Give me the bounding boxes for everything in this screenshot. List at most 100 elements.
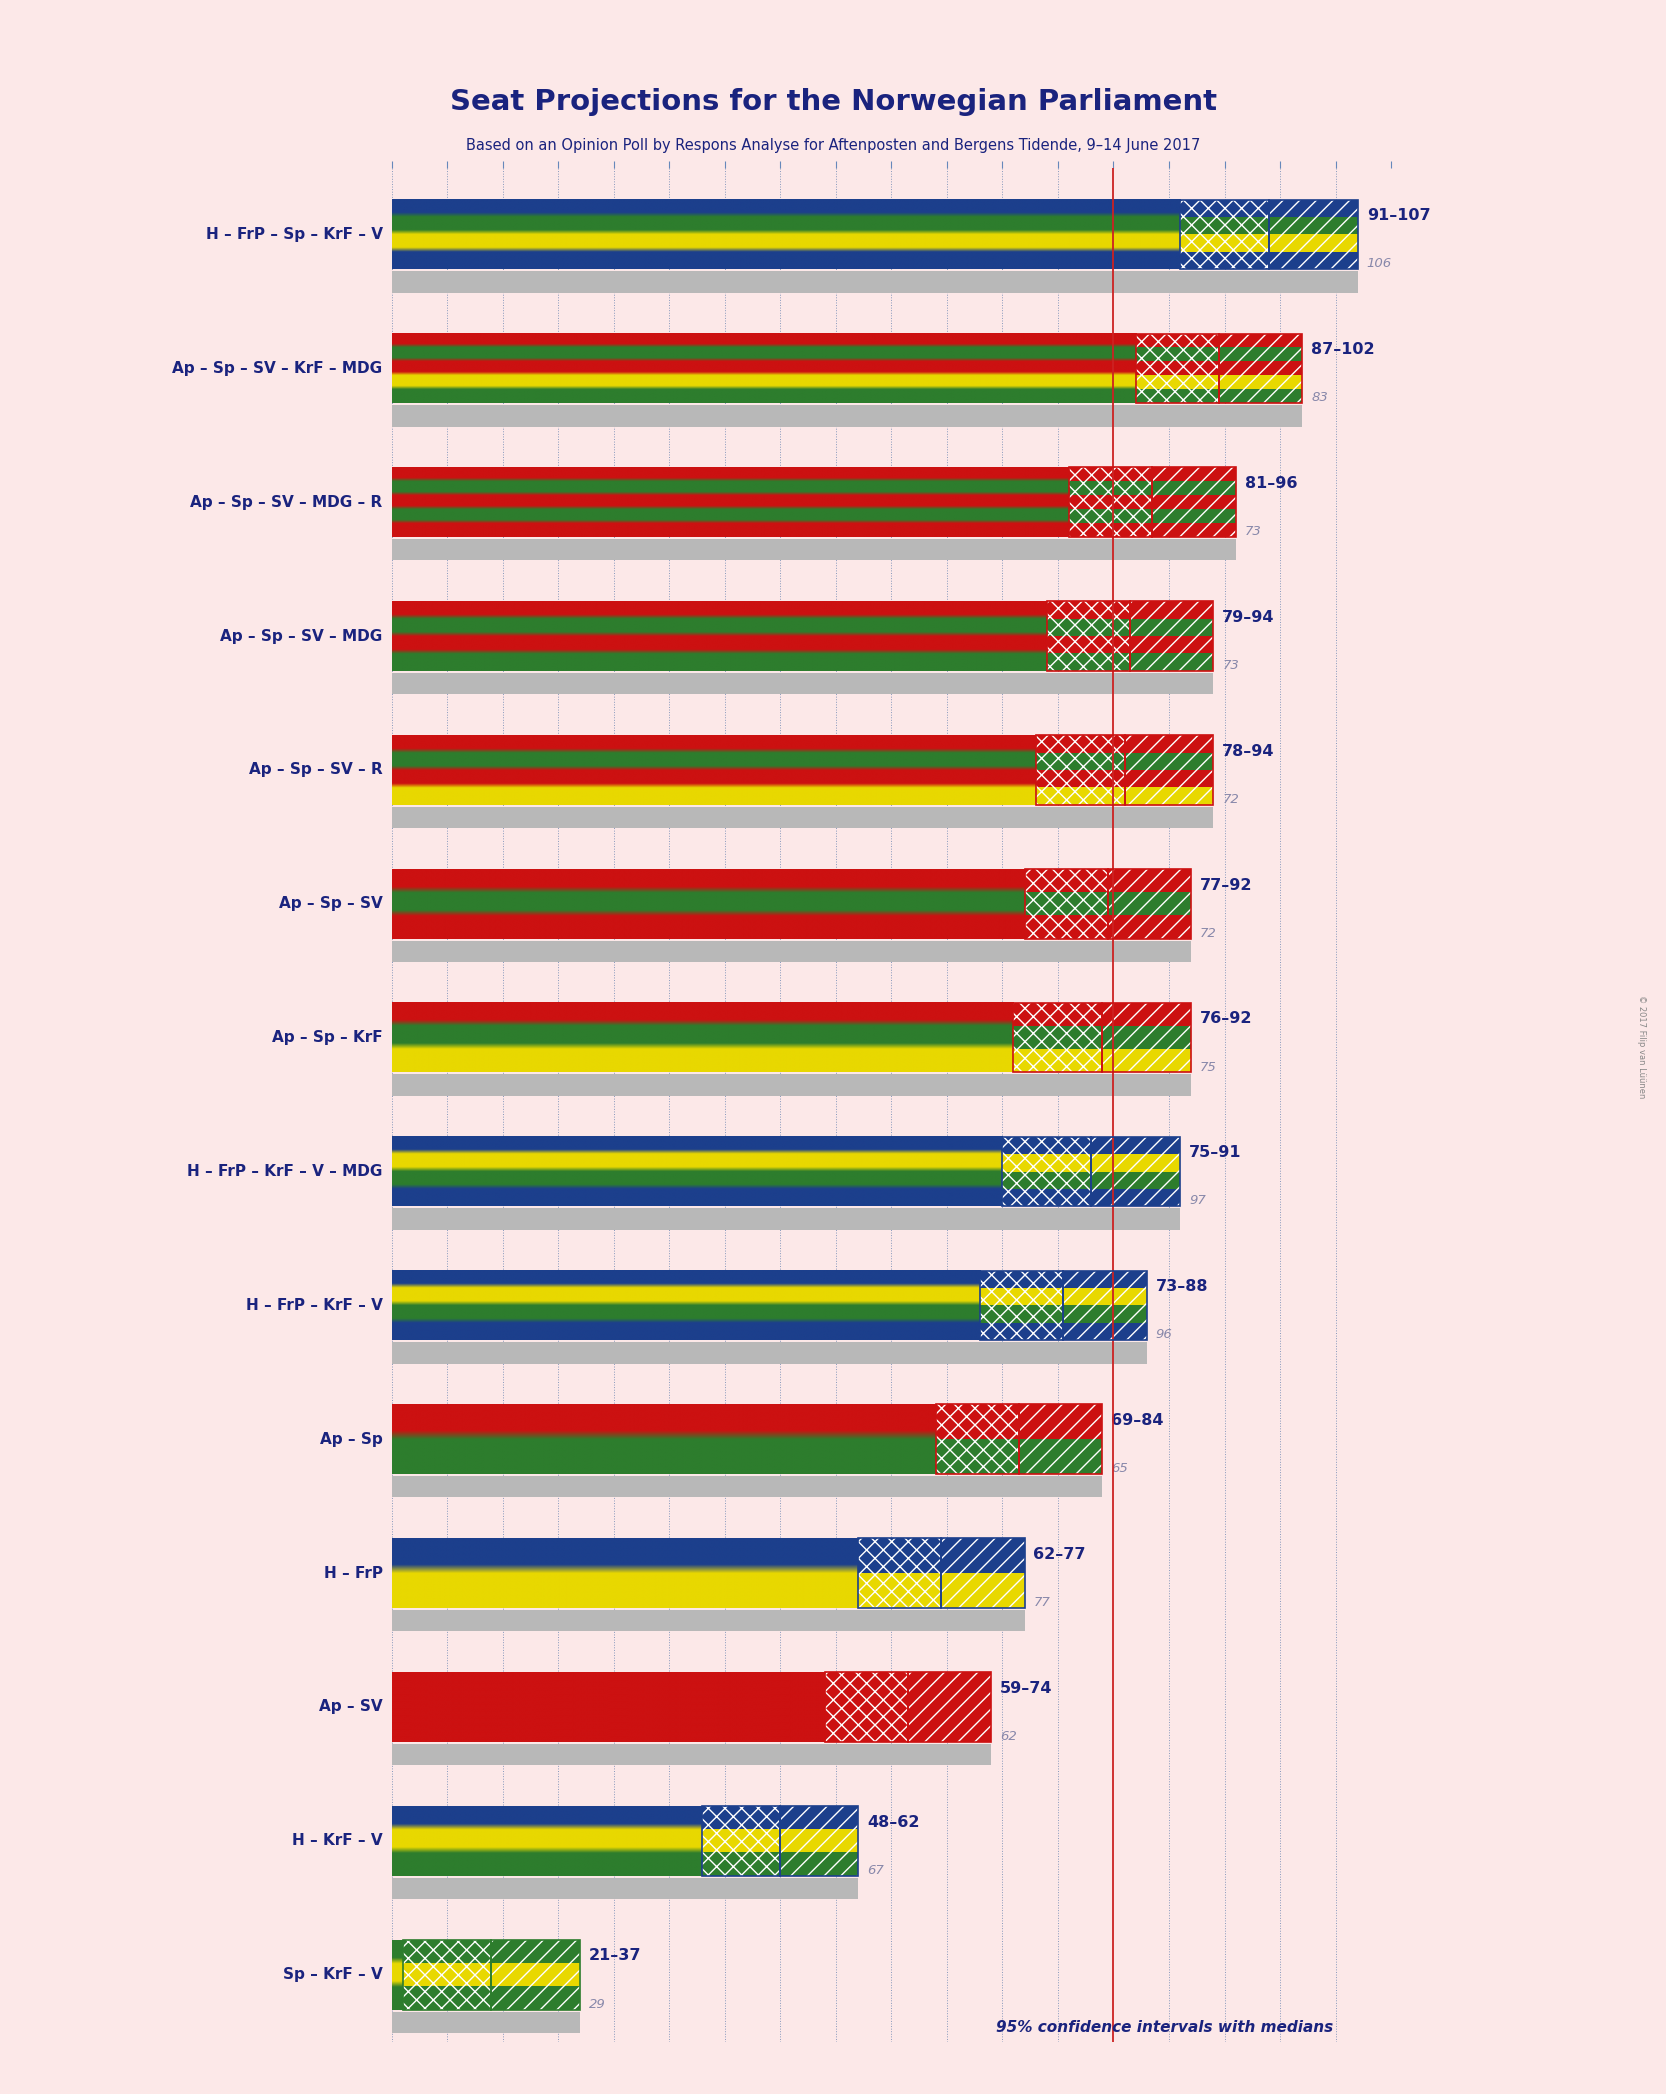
Bar — [1125, 787, 1213, 804]
Bar — [1220, 375, 1303, 389]
Bar — [1153, 467, 1236, 536]
Bar — [1269, 199, 1358, 270]
Bar — [1046, 637, 1130, 653]
Text: 72: 72 — [1200, 928, 1216, 940]
Bar — [1136, 333, 1220, 348]
Bar — [1136, 362, 1220, 375]
Bar — [980, 1271, 1063, 1340]
Bar — [491, 1987, 580, 2010]
Bar — [1136, 375, 1220, 389]
Bar — [1025, 892, 1108, 915]
Bar — [780, 1805, 858, 1876]
Bar — [1070, 494, 1153, 509]
Text: 75–91: 75–91 — [1190, 1145, 1241, 1160]
Bar — [1180, 199, 1269, 218]
Text: Ap – Sp – SV – KrF – MDG: Ap – Sp – SV – KrF – MDG — [173, 360, 383, 375]
Bar — [1153, 509, 1236, 524]
Text: Based on an Opinion Poll by Respons Analyse for Aftenposten and Bergens Tidende,: Based on an Opinion Poll by Respons Anal… — [466, 138, 1200, 153]
Bar — [491, 1939, 580, 2010]
Text: 79–94: 79–94 — [1223, 609, 1274, 624]
Bar — [1003, 1154, 1091, 1171]
Bar — [392, 1476, 1103, 1497]
Bar — [1091, 1154, 1180, 1171]
Text: 67: 67 — [866, 1864, 883, 1876]
Bar — [1003, 1137, 1091, 1154]
Bar — [1136, 348, 1220, 362]
Bar — [1220, 333, 1303, 348]
Bar — [1025, 915, 1108, 938]
Text: Ap – Sp: Ap – Sp — [320, 1432, 383, 1447]
Bar — [1103, 1003, 1191, 1072]
Bar — [703, 1830, 780, 1853]
Bar — [941, 1539, 1025, 1608]
Bar — [1136, 333, 1220, 404]
Bar — [980, 1271, 1063, 1288]
Text: 83: 83 — [1311, 392, 1328, 404]
Bar — [1070, 509, 1153, 524]
Bar — [1130, 653, 1213, 670]
Text: 21–37: 21–37 — [590, 1950, 641, 1964]
Bar — [1013, 1003, 1103, 1072]
Bar — [858, 1539, 941, 1573]
Bar — [1108, 915, 1191, 938]
Bar — [908, 1673, 991, 1707]
Bar — [780, 1853, 858, 1876]
Bar — [1108, 892, 1191, 915]
Text: 76–92: 76–92 — [1200, 1011, 1253, 1026]
Bar — [1036, 735, 1125, 752]
Text: 97: 97 — [1190, 1194, 1206, 1208]
Bar — [1003, 1189, 1091, 1206]
Bar — [825, 1673, 908, 1707]
Bar — [392, 272, 1358, 293]
Bar — [1046, 618, 1130, 637]
Text: 62: 62 — [1000, 1730, 1016, 1742]
Bar — [1220, 362, 1303, 375]
Bar — [780, 1830, 858, 1853]
Bar — [1036, 787, 1125, 804]
Text: Ap – Sp – SV – R: Ap – Sp – SV – R — [248, 762, 383, 777]
Text: Ap – SV: Ap – SV — [318, 1700, 383, 1715]
Bar — [1070, 467, 1153, 482]
Bar — [858, 1539, 941, 1608]
Bar — [780, 1805, 858, 1830]
Bar — [1180, 235, 1269, 251]
Text: 48–62: 48–62 — [866, 1815, 920, 1830]
Bar — [491, 1939, 580, 1962]
Bar — [403, 1939, 491, 2010]
Bar — [392, 404, 1303, 427]
Bar — [1070, 482, 1153, 494]
Bar — [825, 1673, 908, 1742]
Bar — [392, 1610, 1025, 1631]
Bar — [1136, 389, 1220, 404]
Text: 73: 73 — [1223, 660, 1240, 672]
Bar — [858, 1573, 941, 1608]
Text: 91–107: 91–107 — [1366, 207, 1431, 224]
Bar — [1063, 1323, 1146, 1340]
Bar — [392, 2012, 580, 2033]
Bar — [403, 1962, 491, 1987]
Bar — [1025, 869, 1108, 892]
Text: H – FrP – KrF – V – MDG: H – FrP – KrF – V – MDG — [187, 1164, 383, 1179]
Bar — [1180, 199, 1269, 270]
Bar — [1153, 524, 1236, 536]
Bar — [1108, 869, 1191, 892]
Text: 59–74: 59–74 — [1000, 1681, 1053, 1696]
Bar — [392, 940, 1191, 961]
Bar — [941, 1573, 1025, 1608]
Bar — [1063, 1305, 1146, 1323]
Bar — [936, 1439, 1020, 1474]
Bar — [980, 1323, 1063, 1340]
Bar — [1036, 752, 1125, 771]
Bar — [1091, 1189, 1180, 1206]
Text: 96: 96 — [1156, 1328, 1173, 1342]
Text: 73–88: 73–88 — [1156, 1279, 1208, 1294]
Text: Ap – Sp – KrF: Ap – Sp – KrF — [272, 1030, 383, 1045]
Bar — [1091, 1137, 1180, 1154]
Text: H – FrP: H – FrP — [323, 1566, 383, 1581]
Bar — [1153, 482, 1236, 494]
Bar — [1013, 1003, 1103, 1026]
Bar — [403, 1939, 491, 1962]
Bar — [1130, 637, 1213, 653]
Bar — [1103, 1049, 1191, 1072]
Bar — [1125, 735, 1213, 804]
